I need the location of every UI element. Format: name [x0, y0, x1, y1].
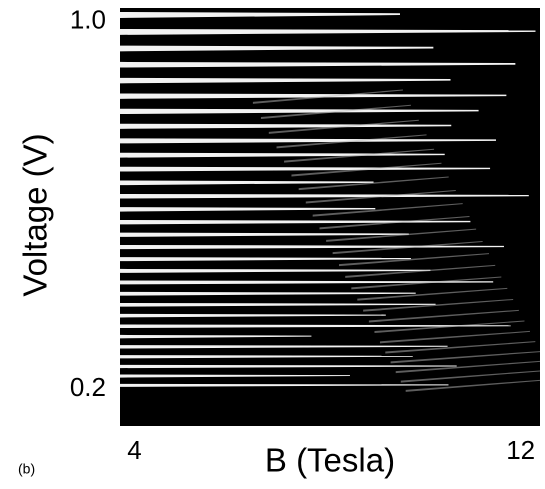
- stripe: [120, 257, 411, 262]
- stripe: [120, 180, 374, 186]
- stripe: [120, 12, 400, 18]
- stripe: [379, 330, 530, 344]
- stripe: [363, 298, 514, 312]
- stripe: [120, 313, 386, 318]
- stripe: [120, 364, 457, 369]
- stripe: [120, 193, 529, 199]
- stripe: [405, 379, 540, 392]
- stripe: [120, 61, 516, 68]
- stripe: [298, 176, 449, 191]
- stripe: [357, 287, 508, 301]
- stripe: [374, 320, 525, 334]
- stripe: [120, 138, 497, 144]
- panel-label: (b): [18, 461, 35, 477]
- stripe: [395, 360, 540, 374]
- stripe: [120, 374, 350, 378]
- stripe: [120, 291, 416, 296]
- stripe: [345, 264, 496, 278]
- stripe: [120, 232, 409, 237]
- stripe: [120, 152, 445, 158]
- stripe: [351, 276, 502, 290]
- stripe: [385, 341, 536, 354]
- y-tick-label: 0.2: [70, 372, 106, 402]
- x-tick-label: 12: [506, 435, 535, 465]
- x-tick-label: 4: [127, 435, 141, 465]
- x-axis-label: B (Tesla): [265, 442, 395, 479]
- stripe: [268, 119, 419, 134]
- y-axis-label: Voltage (V): [17, 133, 54, 296]
- stripe: [400, 370, 540, 383]
- stripe: [291, 162, 442, 177]
- stripe: [338, 253, 489, 267]
- stripe: [120, 334, 312, 339]
- stripe: [120, 383, 449, 387]
- stripe: [120, 280, 494, 285]
- stripe: [326, 228, 477, 242]
- stripe: [120, 93, 507, 99]
- plot-image: [120, 8, 540, 426]
- stripe: [120, 166, 491, 172]
- stripe: [390, 351, 540, 364]
- stripe: [120, 324, 511, 329]
- bottom-band: [120, 393, 540, 426]
- stripe: [260, 104, 411, 120]
- stripe: [332, 240, 483, 255]
- y-tick-label: 1.0: [70, 5, 106, 35]
- stripe: [252, 89, 403, 104]
- stripe: [120, 29, 536, 35]
- stripe: [276, 134, 427, 149]
- stripe: [319, 216, 470, 230]
- stripe: [120, 207, 376, 212]
- stripe: [120, 268, 431, 273]
- stripe: [312, 203, 463, 217]
- stripe: [368, 309, 519, 323]
- stripe: [305, 189, 456, 204]
- stripe: [120, 345, 448, 349]
- stripe-pattern: [120, 12, 540, 426]
- stripe: [120, 244, 504, 250]
- stripe: [284, 148, 435, 163]
- stripe: [120, 108, 479, 115]
- stripe: [120, 220, 471, 225]
- stripe: [120, 355, 413, 359]
- stripe: [120, 302, 436, 307]
- stripe: [120, 45, 434, 52]
- stripe: [120, 77, 451, 84]
